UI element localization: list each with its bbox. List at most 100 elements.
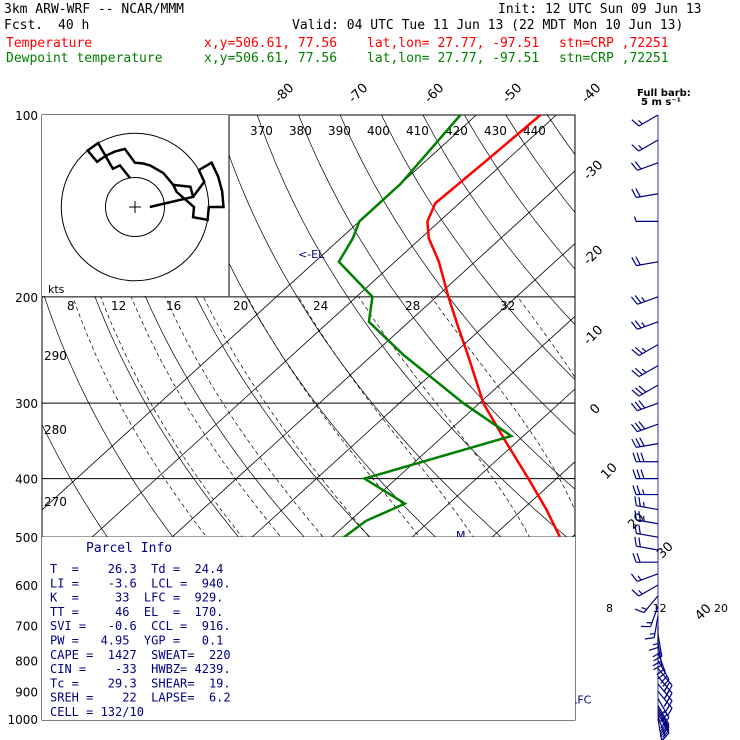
wind-barb bbox=[630, 400, 659, 412]
dry-adiabat bbox=[713, 115, 740, 719]
temperature-xy: x,y=506.61, 77.56 bbox=[204, 36, 338, 51]
theta-label: 420 bbox=[445, 124, 468, 138]
theta-label: 410 bbox=[406, 124, 429, 138]
hodograph-speed-label: 28 bbox=[405, 299, 420, 313]
theta-e-label: 270 bbox=[44, 495, 67, 509]
hodograph-speed-label: 16 bbox=[166, 299, 181, 313]
parcel-panel-background bbox=[42, 537, 575, 720]
wind-barb bbox=[631, 139, 659, 152]
isotherm-label: -60 bbox=[422, 81, 448, 107]
parcel-row: SREH = 22 LAPSE= 6.2 bbox=[50, 691, 231, 705]
parcel-title: Parcel Info bbox=[86, 541, 172, 556]
theta-label: 380 bbox=[289, 124, 312, 138]
parcel-row: CAPE = 1427 SWEAT= 220 bbox=[50, 648, 231, 662]
pressure-label: 700 bbox=[15, 619, 38, 633]
mixing-ratio-label: 20 bbox=[714, 602, 728, 615]
hodograph-units-label: kts bbox=[48, 283, 65, 296]
dewpoint-xy: x,y=506.61, 77.56 bbox=[204, 51, 338, 66]
wind-key-line1: Full barb: bbox=[637, 88, 691, 99]
valid-time: Valid: 04 UTC Tue 11 Jun 13 (22 MDT Mon … bbox=[292, 18, 684, 33]
isotherm-label: -80 bbox=[272, 81, 298, 107]
parcel-rows: T = 26.3 Td = 24.4LI = -3.6 LCL = 940.K … bbox=[50, 562, 231, 719]
pressure-label: 300 bbox=[15, 397, 38, 411]
dry-adiabat bbox=[546, 115, 575, 156]
wind-barb bbox=[657, 698, 670, 726]
temperature-station: stn=CRP ,72251 bbox=[559, 36, 669, 51]
wind-barb bbox=[640, 605, 659, 628]
hodograph-speed-label: 24 bbox=[313, 299, 328, 313]
wind-barb bbox=[657, 718, 663, 740]
dry-adiabat bbox=[381, 115, 575, 381]
theta-label: 440 bbox=[523, 124, 546, 138]
hodograph-trace bbox=[85, 141, 225, 222]
wind-barb bbox=[633, 216, 659, 222]
theta-e-label: 280 bbox=[44, 423, 67, 437]
wind-barb bbox=[631, 365, 659, 378]
parcel-row: TT = 46 EL = 170. bbox=[50, 605, 223, 619]
pressure-label: 400 bbox=[15, 473, 38, 487]
wind-barb bbox=[632, 469, 659, 480]
isotherm-line bbox=[42, 115, 557, 584]
moist-adiabat bbox=[708, 297, 740, 719]
dry-adiabat bbox=[298, 115, 575, 490]
wind-barb bbox=[630, 161, 659, 171]
parcel-row: LI = -3.6 LCL = 940. bbox=[50, 576, 231, 590]
hodograph-ring bbox=[105, 177, 165, 237]
isotherm-label: -20 bbox=[581, 243, 607, 269]
temperature-curve bbox=[426, 115, 575, 579]
hodograph-speed-label: 32 bbox=[500, 299, 515, 313]
isotherm-label: -40 bbox=[579, 81, 605, 107]
wind-barb bbox=[631, 114, 659, 127]
forecast-hour: 40 h bbox=[58, 18, 90, 33]
theta-label: 430 bbox=[484, 124, 507, 138]
parcel-row: T = 26.3 Td = 24.4 bbox=[50, 562, 223, 576]
pressure-label: 100 bbox=[15, 109, 38, 123]
dewpoint-latlon: lat,lon= 27.77, -97.51 bbox=[367, 51, 540, 66]
isotherm-label: -70 bbox=[346, 81, 372, 107]
sounding-curves bbox=[337, 115, 575, 642]
isotherm-label: -30 bbox=[581, 158, 607, 184]
theta-label: 400 bbox=[367, 124, 390, 138]
wind-barb bbox=[652, 643, 663, 671]
wind-barb bbox=[630, 421, 659, 433]
pressure-label: 1000 bbox=[7, 713, 38, 727]
dewpoint-curve bbox=[337, 115, 575, 642]
theta-label: 370 bbox=[250, 124, 273, 138]
temperature-legend-label: Temperature bbox=[6, 36, 93, 51]
pressure-label: 600 bbox=[15, 579, 38, 593]
dry-adiabat bbox=[256, 115, 575, 545]
wind-barb bbox=[652, 634, 663, 662]
dry-adiabat bbox=[630, 115, 740, 719]
pressure-label: 500 bbox=[15, 531, 38, 545]
el-marker: <-EL bbox=[298, 248, 325, 261]
parcel-row: CIN = -33 HWBZ= 4239. bbox=[50, 662, 231, 676]
parcel-row: PW = 4.95 YGP = 0.1 bbox=[50, 634, 223, 648]
hodograph-speed-label: 12 bbox=[111, 299, 126, 313]
isotherm-label: -50 bbox=[500, 81, 526, 107]
wind-barb bbox=[632, 485, 659, 496]
moist-adiabat bbox=[358, 296, 575, 679]
dewpoint-station: stn=CRP ,72251 bbox=[559, 51, 669, 66]
isotherm-label: -10 bbox=[581, 323, 607, 349]
hodograph-speed-label: 20 bbox=[233, 299, 248, 313]
wind-barb bbox=[657, 705, 670, 733]
isotherm-label: 40 bbox=[692, 601, 714, 623]
theta-label: 390 bbox=[328, 124, 351, 138]
isotherm-line bbox=[692, 115, 740, 719]
wind-barb bbox=[630, 573, 659, 582]
init-time: Init: 12 UTC Sun 09 Jun 13 bbox=[498, 2, 702, 17]
isotherm-line bbox=[612, 115, 740, 719]
hodograph-speed-label: 8 bbox=[67, 299, 75, 313]
parcel-row: SVI = -0.6 CCL = 916. bbox=[50, 619, 231, 633]
temperature-latlon: lat,lon= 27.77, -97.51 bbox=[367, 36, 540, 51]
parcel-row: K = 33 LFC = 929. bbox=[50, 591, 223, 605]
wind-barb bbox=[648, 625, 659, 651]
wind-barb bbox=[634, 595, 659, 614]
mixing-ratio-label: 12 bbox=[653, 602, 667, 615]
pressure-label: 800 bbox=[15, 654, 38, 668]
parcel-row: CELL = 132/10 bbox=[50, 705, 144, 719]
wind-barb bbox=[632, 553, 659, 563]
